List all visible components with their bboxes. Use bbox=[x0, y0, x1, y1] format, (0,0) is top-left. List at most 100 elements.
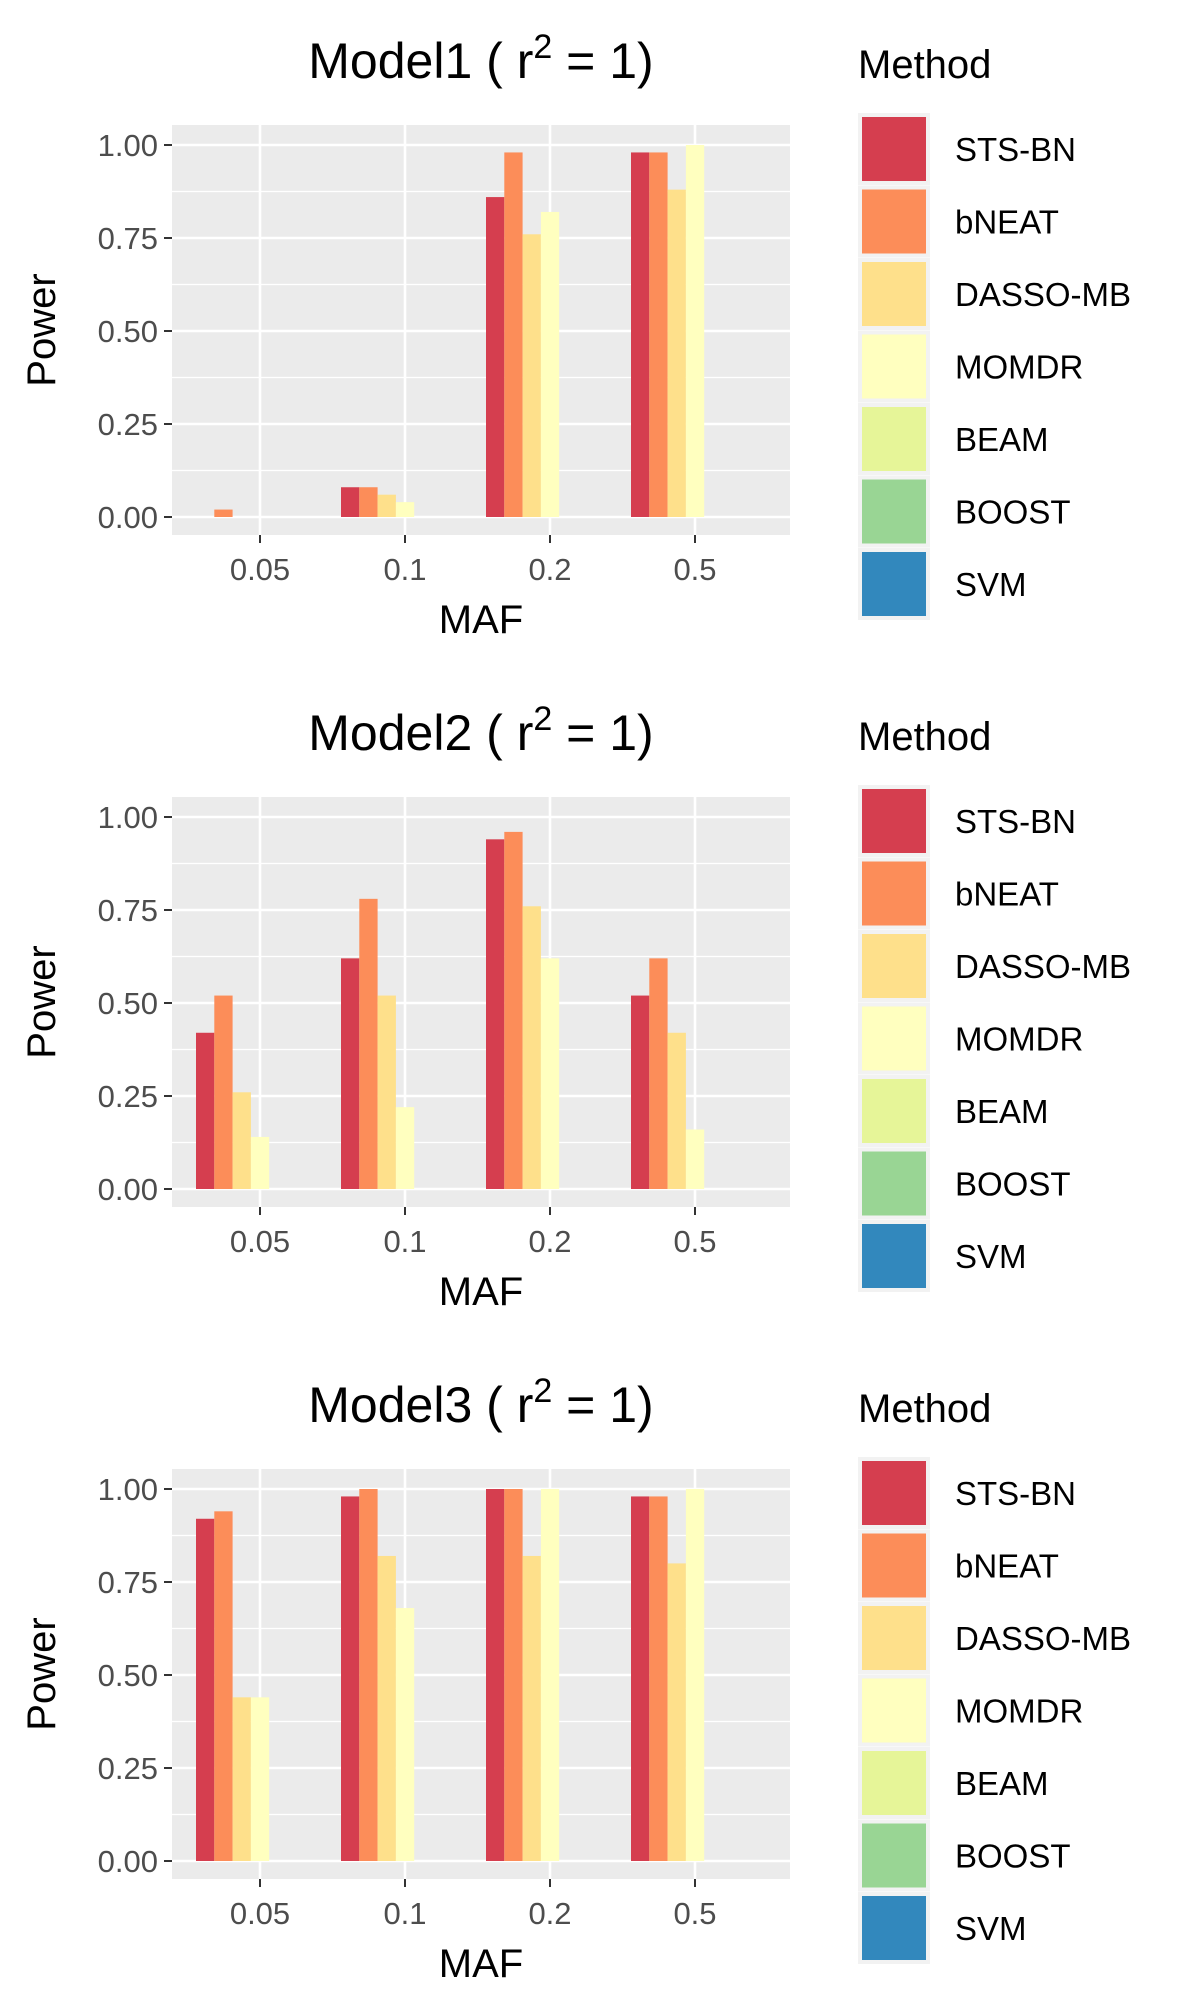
legend-swatch bbox=[862, 262, 926, 326]
bar bbox=[377, 995, 396, 1189]
bar bbox=[631, 1496, 650, 1861]
y-tick-label: 0.50 bbox=[98, 1658, 158, 1693]
legend-label: SVM bbox=[955, 1910, 1027, 1947]
bar bbox=[667, 1563, 686, 1861]
bar bbox=[486, 1489, 505, 1861]
legend-swatch bbox=[862, 334, 926, 399]
bar bbox=[522, 234, 541, 517]
legend-swatch bbox=[862, 1006, 926, 1071]
bar bbox=[649, 1496, 668, 1861]
legend-swatch bbox=[862, 861, 926, 926]
x-axis-title: MAF bbox=[439, 1270, 523, 1314]
legend-label: MOMDR bbox=[955, 349, 1083, 386]
bar bbox=[504, 152, 523, 517]
chart-panel-2: Model2 ( r2 = 1) 0.00 0.25 0.50 0.75 1.00 0.05… bbox=[20, 700, 1131, 1314]
bar bbox=[232, 1092, 251, 1189]
legend-label: STS-BN bbox=[955, 131, 1076, 168]
chart-panel-1: Model1 ( r2 = 1) 0.00 0.25 0.50 0.75 1.00 0.05… bbox=[20, 28, 1131, 642]
legend-swatch bbox=[862, 189, 926, 254]
legend-label: MOMDR bbox=[955, 1693, 1083, 1730]
bar bbox=[522, 906, 541, 1189]
x-tick-label: 0.05 bbox=[230, 1224, 290, 1259]
bar bbox=[685, 1129, 705, 1189]
legend-label: STS-BN bbox=[955, 803, 1076, 840]
legend-swatch bbox=[862, 1533, 926, 1598]
legend-label: BOOST bbox=[955, 1166, 1071, 1203]
x-axis-title: MAF bbox=[439, 598, 523, 642]
bar bbox=[649, 958, 668, 1189]
y-tick-label: 1.00 bbox=[98, 800, 158, 835]
bar bbox=[214, 995, 233, 1189]
bar bbox=[504, 1489, 523, 1861]
legend-swatch bbox=[862, 1751, 926, 1815]
legend-label: BOOST bbox=[955, 1838, 1071, 1875]
bar bbox=[540, 211, 560, 517]
x-tick-label: 0.05 bbox=[230, 1896, 290, 1931]
y-tick-label: 0.75 bbox=[98, 1565, 158, 1600]
y-axis-title: Power bbox=[20, 945, 64, 1058]
legend-swatch bbox=[862, 479, 926, 544]
chart-panel-3: Model3 ( r2 = 1) 0.00 0.25 0.50 0.75 1.00 0.05… bbox=[20, 1372, 1131, 1986]
bar bbox=[214, 1511, 233, 1861]
y-tick-label: 0.75 bbox=[98, 893, 158, 928]
bar bbox=[359, 487, 378, 517]
legend-label: MOMDR bbox=[955, 1021, 1083, 1058]
legend-swatch bbox=[862, 1079, 926, 1143]
x-tick-label: 0.5 bbox=[673, 1224, 716, 1259]
legend: Method STS-BN bNEAT DASSO-MB MOMDR BEAM BOOST S… bbox=[858, 1387, 1131, 1964]
y-tick-label: 1.00 bbox=[98, 1472, 158, 1507]
legend-label: DASSO-MB bbox=[955, 1620, 1131, 1657]
chart-title: Model2 ( r2 = 1) bbox=[308, 700, 653, 761]
y-tick-label: 0.00 bbox=[98, 1172, 158, 1207]
bar bbox=[377, 494, 396, 517]
bar bbox=[631, 995, 650, 1189]
legend-label: SVM bbox=[955, 1238, 1027, 1275]
legend-swatch bbox=[862, 1606, 926, 1670]
legend-swatch bbox=[862, 1224, 926, 1288]
bar bbox=[395, 502, 415, 517]
legend-swatch bbox=[862, 1896, 926, 1960]
legend-title: Method bbox=[858, 1387, 991, 1431]
chart-title: Model1 ( r2 = 1) bbox=[308, 28, 653, 89]
bar bbox=[359, 1489, 378, 1861]
legend-label: bNEAT bbox=[955, 876, 1059, 913]
y-tick-label: 0.50 bbox=[98, 314, 158, 349]
bar bbox=[250, 1697, 270, 1861]
y-tick-label: 1.00 bbox=[98, 128, 158, 163]
bar bbox=[685, 145, 705, 517]
x-tick-label: 0.2 bbox=[528, 552, 571, 587]
bar bbox=[359, 898, 378, 1189]
bar bbox=[341, 487, 360, 517]
x-tick-label: 0.5 bbox=[673, 1896, 716, 1931]
y-tick-label: 0.25 bbox=[98, 1079, 158, 1114]
x-tick-label: 0.05 bbox=[230, 552, 290, 587]
bar bbox=[250, 1136, 270, 1189]
bar bbox=[486, 839, 505, 1189]
bar bbox=[504, 831, 523, 1189]
legend-label: BEAM bbox=[955, 421, 1049, 458]
bar bbox=[341, 1496, 360, 1861]
legend-swatch bbox=[862, 1678, 926, 1743]
bar bbox=[649, 152, 668, 517]
x-tick-label: 0.5 bbox=[673, 552, 716, 587]
legend-label: BEAM bbox=[955, 1093, 1049, 1130]
bar bbox=[522, 1555, 541, 1861]
x-tick-label: 0.1 bbox=[383, 1896, 426, 1931]
bar bbox=[377, 1555, 396, 1861]
y-tick-label: 0.00 bbox=[98, 1844, 158, 1879]
legend-label: bNEAT bbox=[955, 1548, 1059, 1585]
legend-label: DASSO-MB bbox=[955, 948, 1131, 985]
y-tick-label: 0.00 bbox=[98, 500, 158, 535]
legend-label: bNEAT bbox=[955, 204, 1059, 241]
bar bbox=[196, 1518, 215, 1861]
bar bbox=[341, 958, 360, 1189]
legend-label: BOOST bbox=[955, 494, 1071, 531]
bar bbox=[667, 1032, 686, 1189]
bar bbox=[395, 1107, 415, 1189]
y-tick-label: 0.50 bbox=[98, 986, 158, 1021]
x-tick-label: 0.1 bbox=[383, 1224, 426, 1259]
legend-swatch bbox=[862, 407, 926, 471]
y-axis-title: Power bbox=[20, 1617, 64, 1730]
legend-label: DASSO-MB bbox=[955, 276, 1131, 313]
